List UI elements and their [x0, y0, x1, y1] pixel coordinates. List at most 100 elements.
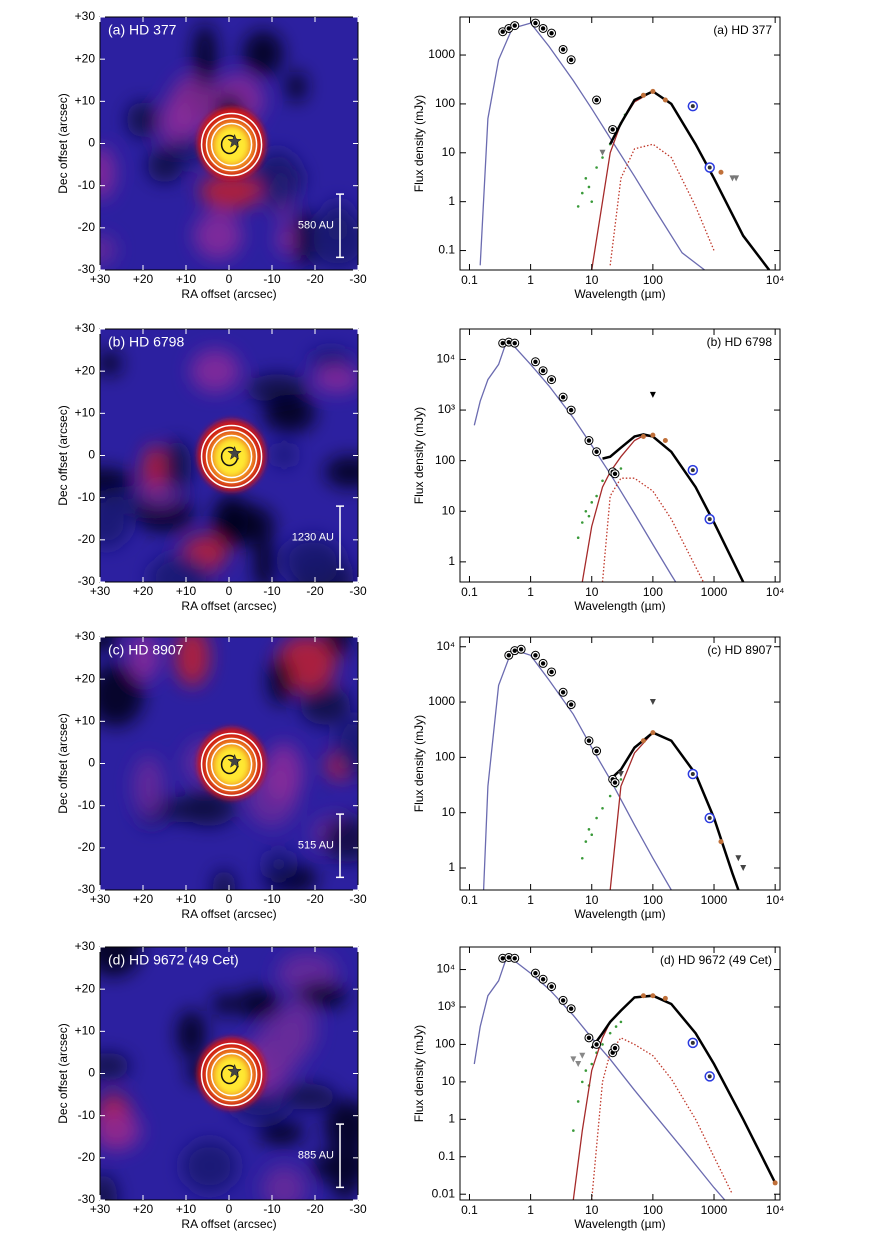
noise-blob — [174, 637, 210, 687]
noise-blob — [300, 685, 351, 726]
far-ir-point — [650, 730, 656, 736]
frame — [459, 328, 781, 583]
upper-limit — [579, 1052, 586, 1059]
photometry-dot — [533, 20, 538, 26]
x-tick-label: 0 — [226, 584, 233, 598]
noise-blob — [258, 1120, 305, 1145]
noise-blob — [141, 484, 181, 508]
y-tick-label: +20 — [75, 981, 96, 995]
x-tick-label: 0 — [226, 272, 233, 286]
noise-blob — [282, 535, 343, 582]
y-tick-label: -20 — [78, 840, 96, 854]
x-axis-label: Wavelength (µm) — [574, 287, 665, 301]
y-axis-label: Flux density (mJy) — [412, 95, 426, 192]
spectrum-point — [608, 1031, 612, 1035]
spectrum-point — [619, 778, 623, 781]
sky-map — [100, 947, 358, 1200]
photometry-dot — [533, 970, 538, 976]
y-tick-label: 10 — [442, 805, 456, 819]
submm-dot — [690, 1040, 695, 1045]
submm-dot — [707, 816, 712, 821]
photometry-dot — [512, 23, 517, 28]
noise-blob — [100, 351, 122, 376]
model-curve — [602, 433, 745, 582]
photometry-dot — [500, 29, 505, 34]
upper-limit — [575, 1061, 582, 1068]
x-axis-label: Wavelength (µm) — [574, 907, 665, 921]
photometry-dot — [568, 57, 574, 62]
spectrum-point — [576, 1100, 580, 1103]
spectrum-point — [572, 1129, 575, 1132]
x-axis-label: RA offset (arcsec) — [181, 1217, 276, 1231]
y-axis-label: Dec offset (arcsec) — [56, 1023, 70, 1123]
noise-blob — [308, 211, 358, 270]
x-tick-label: +20 — [133, 272, 154, 286]
x-tick-label: 10 — [585, 1203, 599, 1217]
photometry-dot — [586, 1035, 592, 1041]
x-tick-label: 0 — [226, 1202, 233, 1216]
y-tick-label: +20 — [75, 671, 96, 685]
x-tick-label: 1 — [527, 893, 534, 907]
spectrum-point — [601, 1043, 604, 1046]
noise-blob — [279, 997, 318, 1058]
y-axis-label: Dec offset (arcsec) — [56, 713, 70, 813]
y-tick-label: 10 — [442, 1074, 456, 1088]
x-tick-label: -20 — [306, 892, 324, 906]
y-tick-label: 10³ — [438, 999, 455, 1013]
upper-limit — [570, 1056, 577, 1063]
x-tick-label: +30 — [90, 584, 111, 598]
far-ir-point — [772, 1180, 778, 1186]
photometry-dot — [594, 748, 599, 754]
y-axis-label: Dec offset (arcsec) — [56, 93, 70, 193]
scale-label: 580 AU — [298, 220, 334, 232]
model-curve — [581, 435, 653, 582]
map-noise — [100, 637, 358, 890]
upper-limit — [649, 699, 656, 706]
photometry-dot — [594, 449, 599, 454]
spectrum-point — [584, 177, 588, 180]
spectrum-point — [601, 156, 604, 159]
x-tick-label: 1000 — [701, 585, 728, 599]
contour — [200, 732, 263, 797]
frame — [459, 946, 781, 1201]
photometry-dot — [612, 780, 618, 785]
x-tick-label: -10 — [263, 1202, 281, 1216]
spectrum-point — [584, 509, 588, 513]
submm-dot — [707, 1074, 712, 1079]
y-tick-label: -10 — [78, 1108, 96, 1122]
model-curve — [473, 957, 726, 1200]
noise-blob — [282, 1083, 336, 1110]
spectrum-point — [576, 536, 580, 540]
far-ir-point — [650, 432, 656, 438]
contour — [205, 117, 258, 172]
y-axis-label: Flux density (mJy) — [412, 407, 426, 504]
spectrum-point — [587, 828, 591, 831]
y-tick-label: 100 — [435, 750, 455, 764]
y-axis-label: Dec offset (arcsec) — [56, 405, 70, 505]
x-axis-label: Wavelength (µm) — [574, 599, 665, 613]
spectrum-point — [595, 166, 598, 169]
model-curve — [609, 732, 654, 890]
photometry-dot — [512, 340, 517, 346]
noise-blob — [100, 146, 116, 200]
y-tick-label: 0.1 — [438, 1149, 455, 1163]
noise-blob — [312, 366, 358, 393]
x-tick-label: 0.1 — [461, 585, 478, 599]
y-tick-label: +30 — [75, 321, 96, 335]
photometry-dot — [533, 653, 538, 658]
plot-area — [479, 18, 771, 270]
model-curve — [591, 90, 654, 270]
photometry-dot — [594, 97, 599, 103]
noise-blob — [100, 1111, 142, 1151]
y-tick-label: 10⁴ — [436, 352, 455, 366]
y-tick-label: 100 — [435, 453, 455, 467]
photometry-dot — [540, 26, 546, 31]
sky-map — [100, 17, 358, 270]
map-image — [100, 17, 358, 270]
upper-limit — [740, 864, 747, 871]
spectrum-point — [587, 185, 591, 189]
far-ir-point — [640, 993, 646, 999]
x-tick-label: 100 — [643, 1203, 663, 1217]
x-tick-label: 10 — [585, 893, 599, 907]
y-tick-label: 0.1 — [438, 243, 455, 257]
